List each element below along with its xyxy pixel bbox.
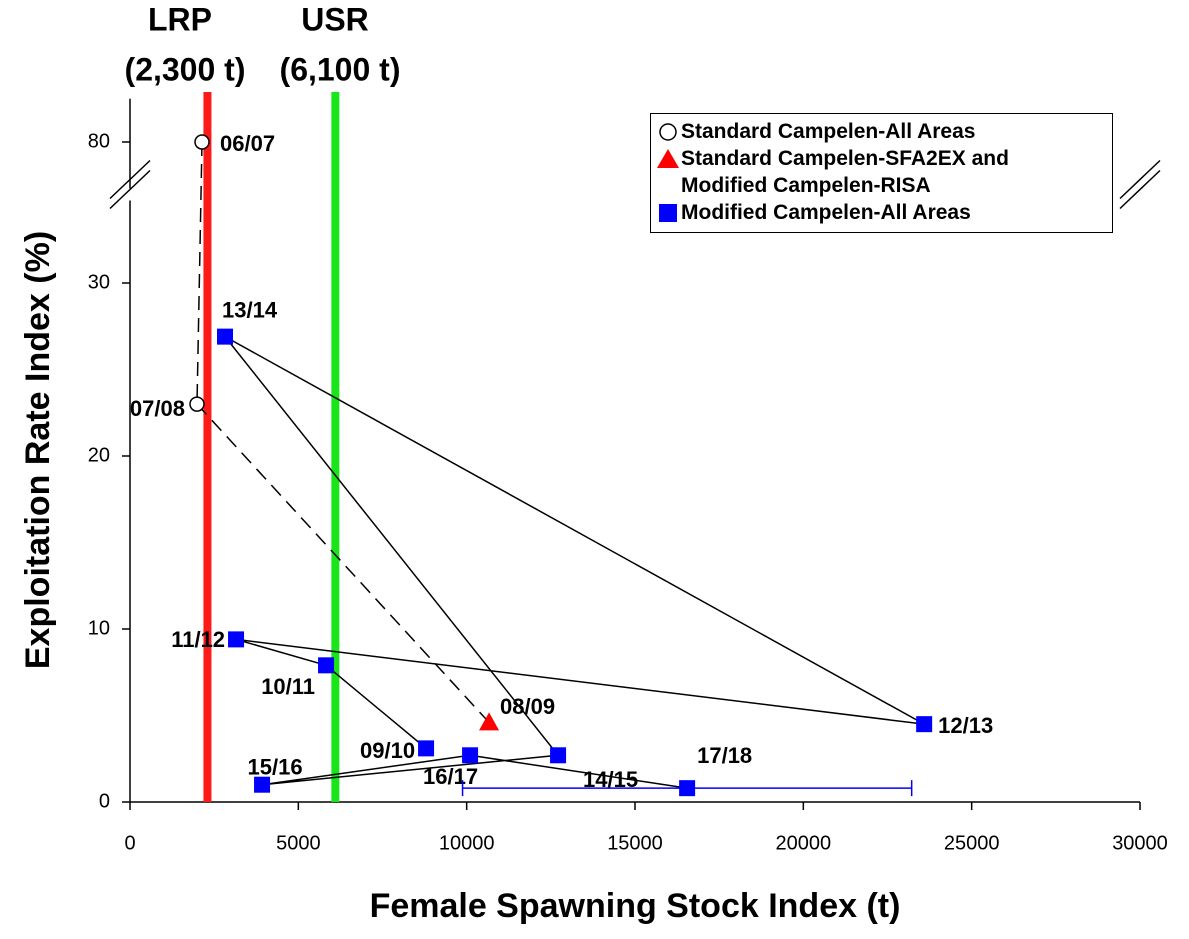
legend-entry: Modified Campelen-All Areas — [657, 199, 1112, 226]
x-tick-label: 15000 — [607, 832, 663, 854]
data-point — [462, 747, 479, 764]
point-label: 07/08 — [130, 396, 185, 421]
y-tick-label: 20 — [88, 444, 110, 466]
data-point — [479, 712, 500, 731]
point-label: 09/10 — [360, 738, 415, 763]
x-tick-label: 5000 — [276, 832, 321, 854]
legend-label: Standard Campelen-SFA2EX and Modified Ca… — [681, 147, 1009, 197]
data-point — [194, 134, 210, 150]
point-label: 17/18 — [697, 743, 752, 768]
axis-break — [109, 159, 151, 200]
data-point — [217, 328, 234, 345]
data-point — [679, 780, 696, 797]
y-tick-label: 30 — [88, 271, 110, 293]
point-label: 13/14 — [222, 297, 278, 322]
x-axis-title: Female Spawning Stock Index (t) — [370, 887, 901, 925]
y-axis-title: Exploitation Rate Index (%) — [19, 231, 57, 669]
data-point — [916, 716, 933, 733]
y-tick-label: 0 — [99, 790, 110, 812]
point-label: 06/07 — [220, 131, 275, 156]
data-point — [550, 747, 567, 764]
point-label: 08/09 — [500, 694, 555, 719]
point-label: 12/13 — [938, 713, 993, 738]
legend-symbol — [659, 204, 677, 222]
data-point — [254, 776, 271, 793]
axis-break — [109, 169, 151, 210]
point-label: 11/12 — [171, 627, 225, 652]
legend-label: Standard Campelen-All Areas — [681, 120, 976, 143]
reference-label: USR — [301, 1, 369, 37]
data-point — [318, 657, 335, 674]
point-label: 15/16 — [248, 755, 303, 780]
x-tick-label: 0 — [124, 832, 135, 854]
legend-entry: Standard Campelen-SFA2EX and Modified Ca… — [657, 145, 1112, 199]
legend-marker — [659, 204, 677, 222]
axis-break — [1119, 159, 1161, 200]
x-tick-label: 25000 — [944, 832, 1000, 854]
y-tick-label: 10 — [88, 617, 110, 639]
x-tick-label: 20000 — [776, 832, 832, 854]
reference-sublabel: (6,100 t) — [280, 51, 401, 87]
point-label: 16/17 — [423, 764, 478, 789]
point-label: 10/11 — [261, 674, 315, 699]
data-point — [228, 631, 245, 648]
legend: Standard Campelen-All Areas Standard Camp… — [650, 113, 1113, 233]
x-tick-label: 10000 — [439, 832, 495, 854]
legend-marker — [657, 149, 679, 168]
legend-label: Modified Campelen-All Areas — [681, 201, 971, 224]
legend-symbol — [657, 149, 679, 168]
connector-line — [196, 403, 490, 723]
legend-marker — [659, 123, 677, 141]
reference-sublabel: (2,300 t) — [125, 51, 246, 87]
legend-symbol — [659, 123, 677, 141]
reference-label: LRP — [148, 1, 212, 37]
series-line — [196, 141, 203, 405]
x-tick-label: 30000 — [1112, 832, 1168, 854]
data-point — [189, 396, 205, 412]
legend-entry: Standard Campelen-All Areas — [657, 118, 1112, 145]
y-tick-label: 80 — [88, 130, 110, 152]
data-point — [418, 740, 435, 757]
axis-break — [1119, 169, 1161, 210]
series-line — [224, 335, 925, 789]
